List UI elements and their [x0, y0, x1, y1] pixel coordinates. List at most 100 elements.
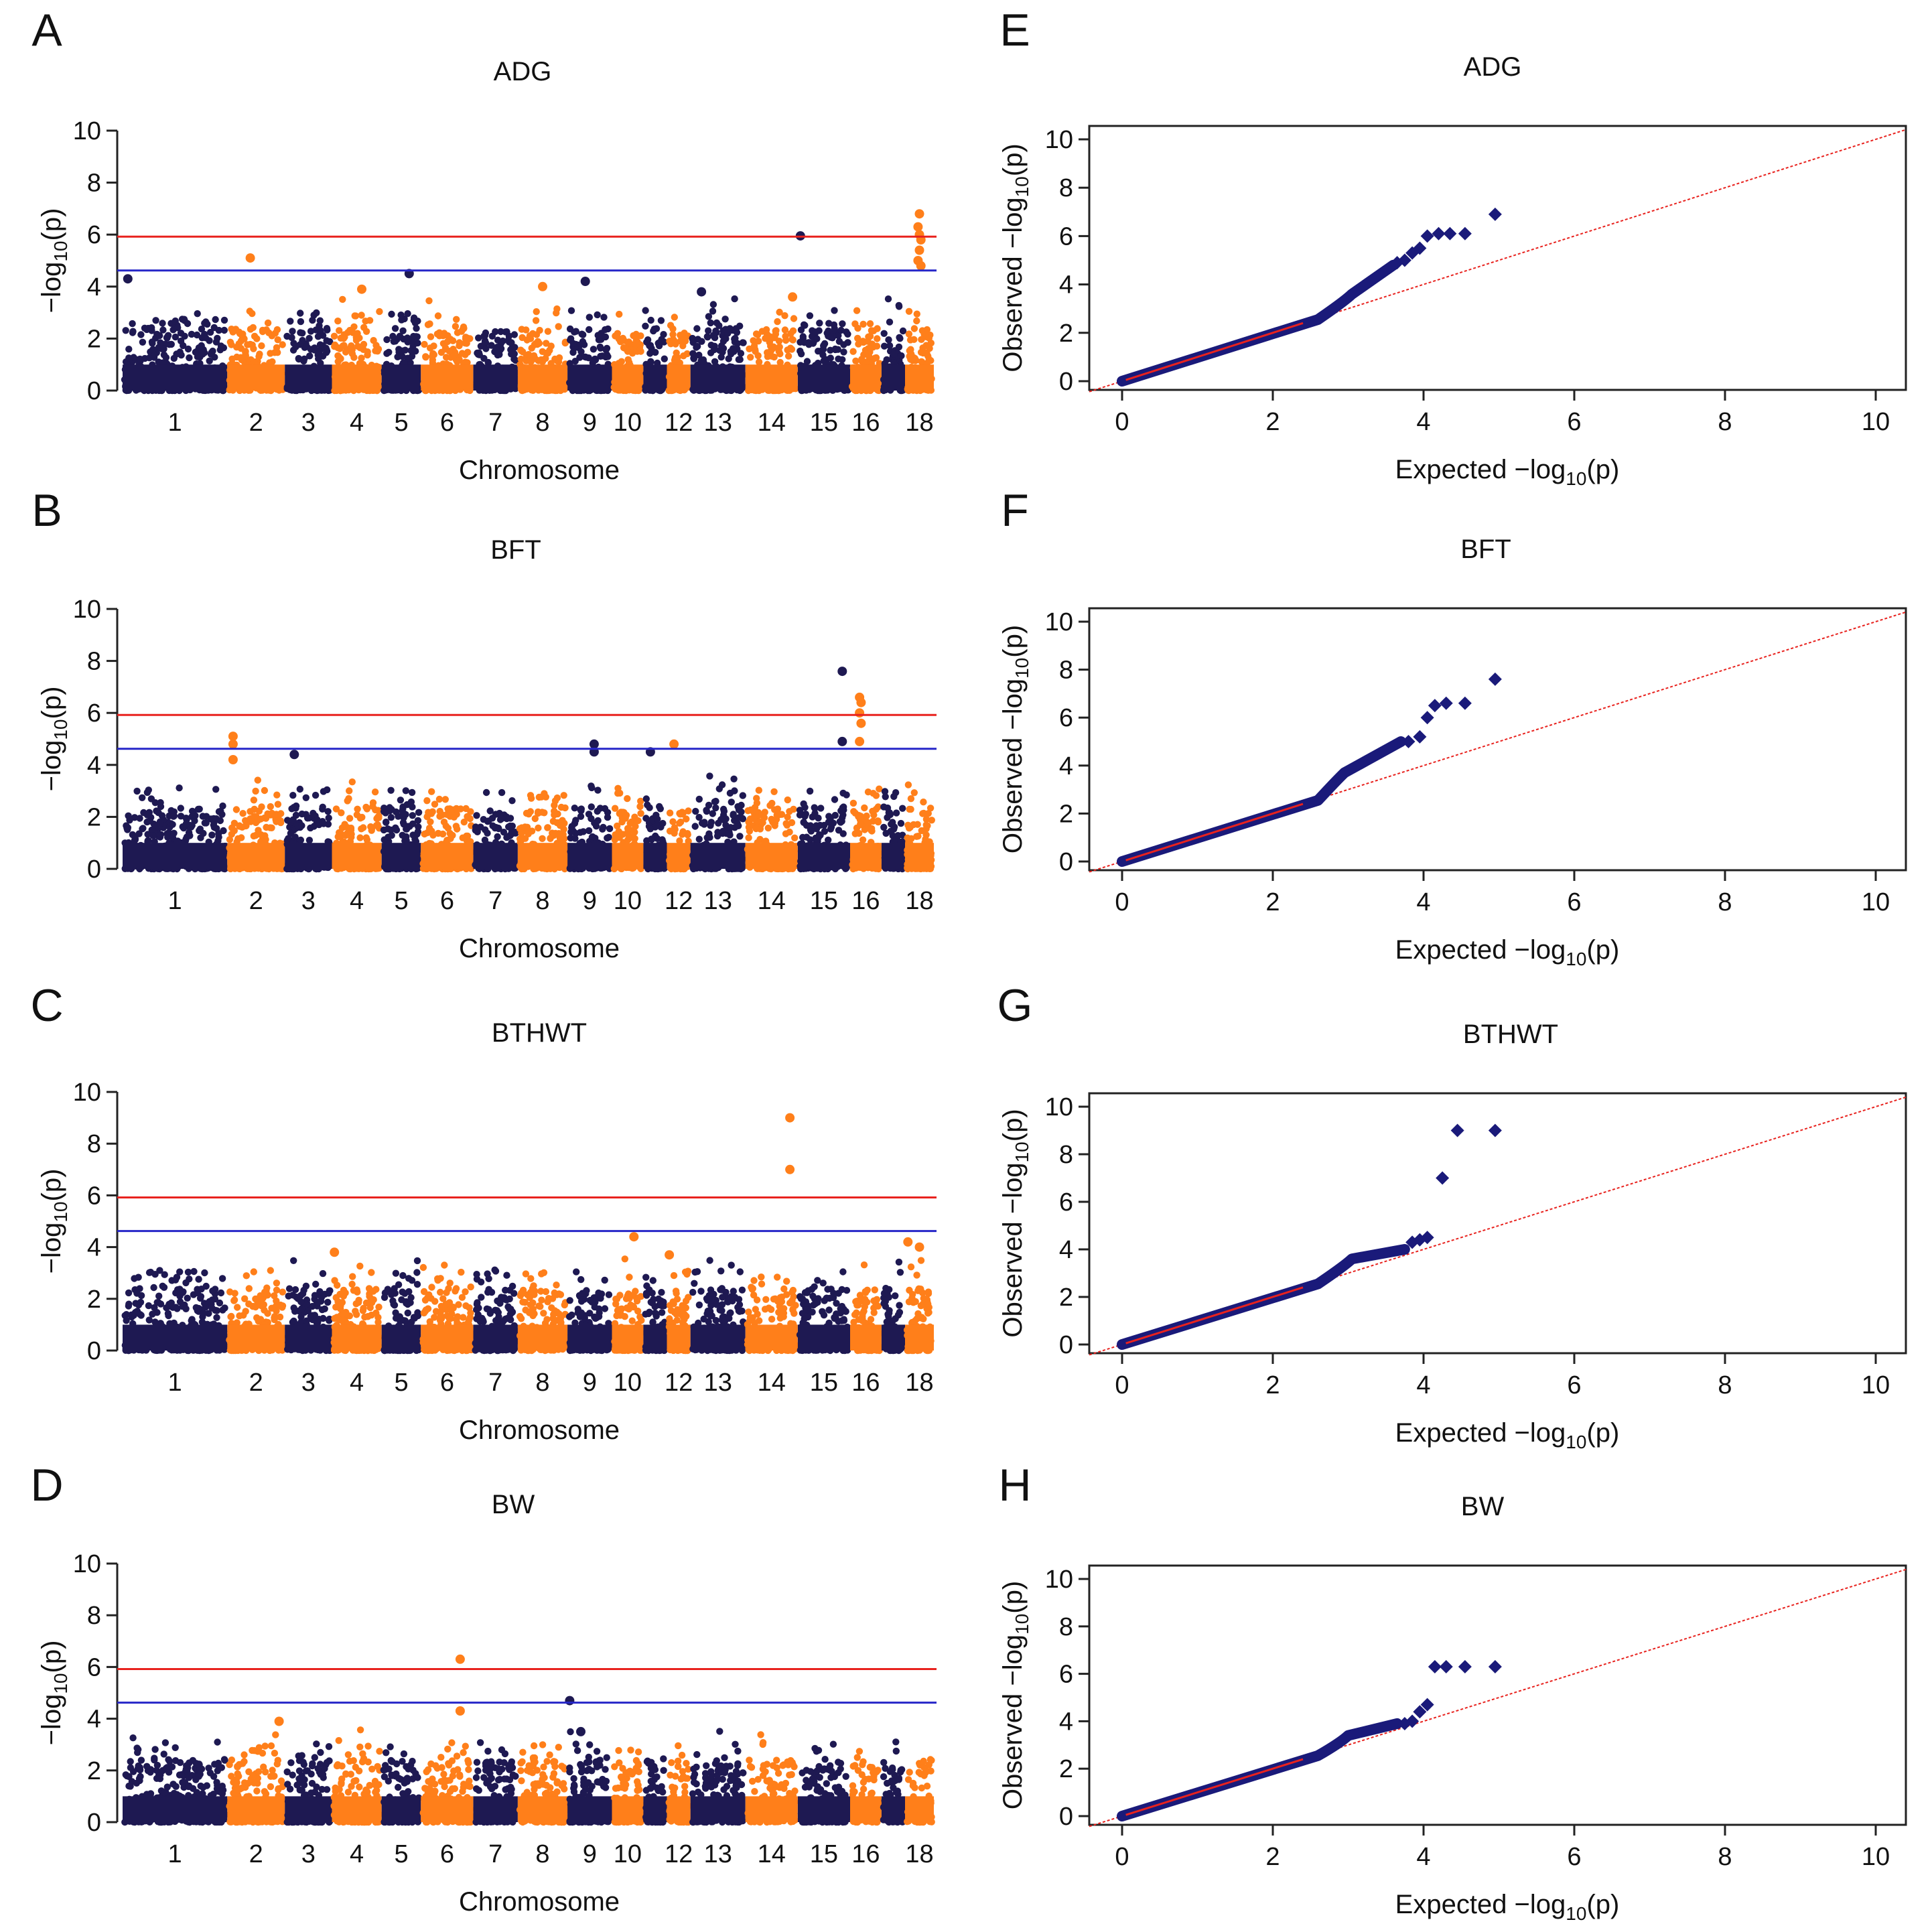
snp-point: [577, 807, 585, 815]
peak-point: [913, 222, 923, 232]
snp-point: [677, 811, 684, 818]
snp-point: [297, 836, 305, 844]
snp-point: [784, 796, 792, 804]
snp-point: [706, 833, 713, 841]
snp-point: [509, 829, 516, 837]
snp-point: [871, 354, 879, 362]
snp-point: [759, 819, 766, 827]
x-tick-label: 7: [488, 409, 502, 437]
snp-point: [505, 823, 512, 831]
snp-point: [309, 316, 316, 324]
snp-point: [801, 804, 809, 811]
peak-point: [669, 739, 679, 749]
snp-point: [887, 827, 894, 835]
peak-point: [837, 667, 847, 677]
snp-point: [171, 317, 179, 325]
snp-point: [703, 333, 711, 340]
snp-point: [220, 827, 227, 835]
snp-point: [193, 331, 201, 339]
snp-point: [588, 815, 595, 823]
snp-point: [886, 318, 894, 326]
snp-point: [781, 326, 789, 334]
snp-point: [671, 314, 678, 321]
snp-point: [428, 788, 435, 795]
snp-point: [898, 352, 905, 360]
snp-point: [410, 314, 418, 322]
y-label-tail: (p): [37, 1169, 66, 1202]
snp-point: [452, 323, 460, 330]
snp-point: [806, 312, 814, 320]
snp-point: [551, 811, 558, 819]
snp-point: [532, 317, 540, 324]
snp-point: [500, 829, 508, 836]
snp-point: [188, 807, 196, 815]
snp-point: [555, 354, 563, 362]
snp-point: [208, 831, 216, 839]
snp-point: [568, 823, 575, 830]
snp-density-band: [285, 843, 332, 869]
snp-point: [346, 815, 354, 822]
snp-point: [289, 792, 297, 799]
snp-point: [657, 317, 665, 324]
snp-point: [436, 807, 443, 815]
x-tick-label: 10: [614, 887, 642, 915]
snp-point: [202, 819, 210, 827]
snp-point: [692, 807, 699, 815]
snp-point: [536, 326, 543, 334]
snp-point: [827, 815, 834, 823]
snp-point: [169, 813, 178, 820]
snp-point: [752, 348, 759, 355]
snp-point: [850, 808, 857, 815]
snp-point: [788, 819, 796, 827]
snp-point: [192, 348, 200, 356]
peak-point: [837, 736, 847, 746]
snp-point: [560, 825, 567, 833]
snp-point: [125, 346, 133, 353]
snp-point: [713, 319, 721, 327]
snp-point: [897, 819, 905, 827]
snp-point: [407, 798, 415, 806]
snp-point: [855, 813, 862, 821]
y-label-main: −log: [37, 1223, 66, 1274]
snp-point: [133, 787, 141, 795]
peak-point: [245, 253, 255, 263]
snp-point: [717, 353, 725, 361]
snp-point: [394, 353, 401, 360]
snp-density-band: [381, 364, 421, 391]
snp-point: [177, 813, 185, 820]
snp-point: [383, 350, 391, 357]
snp-density-band: [517, 364, 568, 391]
snp-point: [277, 810, 285, 817]
snp-point: [160, 1284, 168, 1292]
snp-point: [572, 817, 579, 824]
snp-point: [427, 818, 434, 826]
snp-point: [569, 340, 577, 347]
snp-density-band: [567, 843, 612, 869]
snp-point: [616, 310, 623, 318]
snp-point: [718, 781, 726, 788]
peak-point: [357, 284, 366, 294]
snp-point: [880, 803, 888, 811]
snp-point: [849, 348, 857, 355]
snp-point: [689, 350, 697, 357]
peak-point: [856, 718, 866, 728]
snp-point: [297, 309, 304, 317]
snp-density-band: [881, 843, 906, 869]
x-tick-label: 8: [535, 409, 549, 437]
snp-point: [853, 307, 861, 314]
snp-point: [776, 308, 783, 316]
snp-point: [351, 312, 358, 320]
snp-point: [261, 786, 269, 795]
snp-point: [393, 808, 400, 816]
snp-point: [730, 775, 738, 783]
snp-point: [124, 824, 132, 831]
snp-point: [679, 831, 686, 838]
snp-point: [160, 345, 167, 353]
snp-point: [305, 837, 314, 844]
snp-point: [531, 815, 539, 823]
snp-point: [398, 316, 405, 324]
snp-density-band: [612, 364, 644, 391]
snp-point: [880, 330, 888, 337]
